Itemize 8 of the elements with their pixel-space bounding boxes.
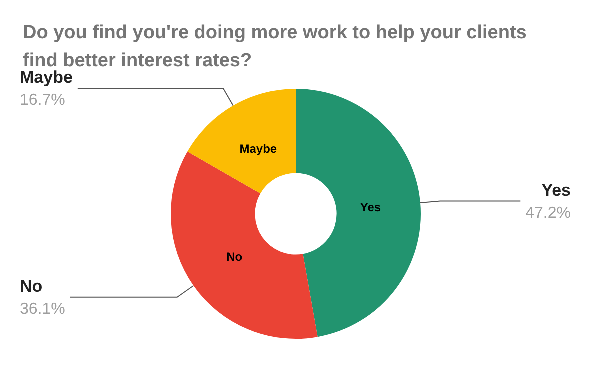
data-label: 47.2% [526, 204, 571, 222]
slice-label: Yes [360, 200, 382, 214]
data-label: 16.7% [20, 92, 66, 109]
slice-label: No [226, 250, 243, 264]
slice-label: Maybe [240, 142, 278, 156]
slice-label: Yes [542, 180, 571, 200]
data-label: 36.1% [20, 300, 66, 318]
slice-label: No [20, 276, 43, 296]
